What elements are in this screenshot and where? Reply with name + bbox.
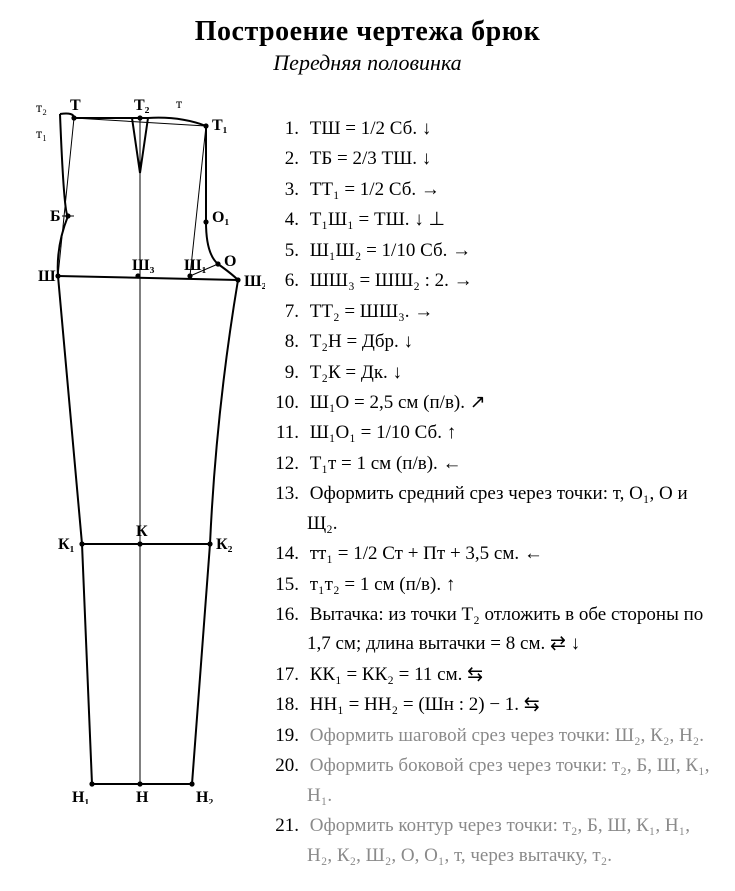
svg-text:Н₁: Н₁ (72, 789, 89, 804)
svg-text:К₁: К₁ (58, 536, 75, 553)
step-item: 19. Оформить шаговой срез через точки: Ш… (273, 721, 715, 750)
steps-list: 1. ТШ = 1/2 Сб. ↓2. ТБ = 2/3 ТШ. ↓3. ТТ₁… (273, 114, 715, 870)
page: Построение чертежа брюк Передняя половин… (0, 0, 735, 891)
step-number: 15. (273, 570, 299, 599)
step-item: 4. Т₁Ш₁ = ТШ. ↓ ⊥ (273, 205, 715, 234)
step-item: 9. Т₂К = Дк. ↓ (273, 358, 715, 387)
step-number: 16. (273, 600, 299, 629)
step-item: 3. ТТ₁ = 1/2 Сб. → (273, 175, 715, 204)
step-number: 17. (273, 660, 299, 689)
step-item: 17. КК₁ = КК₂ = 11 см. ⇆ (273, 660, 715, 689)
step-text: Ш₁О₁ = 1/10 Сб. ↑ (305, 422, 456, 443)
step-item: 21. Оформить контур через точки: т₂, Б, … (273, 811, 715, 870)
step-number: 18. (273, 690, 299, 719)
step-text: ТБ = 2/3 ТШ. ↓ (305, 148, 431, 169)
step-item: 1. ТШ = 1/2 Сб. ↓ (273, 114, 715, 143)
step-number: 2. (273, 144, 299, 173)
step-item: 20. Оформить боковой срез через точки: т… (273, 751, 715, 810)
step-text: Т₂К = Дк. ↓ (305, 362, 402, 383)
step-number: 7. (273, 297, 299, 326)
svg-text:Т₂: Т₂ (134, 97, 150, 114)
step-text: Ш₁О = 2,5 см (п/в). ↗ (305, 392, 486, 413)
step-item: 11. Ш₁О₁ = 1/10 Сб. ↑ (273, 418, 715, 447)
step-text: ТШ = 1/2 Сб. ↓ (305, 118, 431, 139)
step-text: Ш₁Ш₂ = 1/10 Сб. → (305, 240, 471, 261)
step-item: 13. Оформить средний срез через точки: т… (273, 479, 715, 538)
step-number: 9. (273, 358, 299, 387)
step-number: 5. (273, 236, 299, 265)
step-number: 20. (273, 751, 299, 780)
step-item: 8. Т₂Н = Дбр. ↓ (273, 327, 715, 356)
step-item: 15. т₁т₂ = 1 см (п/в). ↑ (273, 570, 715, 599)
page-title: Построение чертежа брюк (20, 16, 715, 48)
svg-text:Н₂: Н₂ (196, 789, 213, 804)
step-number: 12. (273, 449, 299, 478)
step-text: ТТ₁ = 1/2 Сб. → (305, 179, 440, 200)
step-number: 3. (273, 175, 299, 204)
svg-text:Ш: Ш (38, 268, 56, 285)
step-text: Т₂Н = Дбр. ↓ (305, 331, 413, 352)
svg-text:К₂: К₂ (216, 536, 233, 553)
step-number: 14. (273, 539, 299, 568)
step-text: Оформить шаговой срез через точки: Ш₂, К… (305, 725, 704, 746)
svg-text:Ш₂: Ш₂ (244, 273, 265, 290)
step-item: 18. НН₁ = НН₂ = (Шн : 2) − 1. ⇆ (273, 690, 715, 719)
step-text: КК₁ = КК₂ = 11 см. ⇆ (305, 664, 483, 685)
step-text: Т₁т = 1 см (п/в). ← (305, 453, 462, 474)
svg-text:Т₁: Т₁ (212, 117, 228, 134)
step-item: 7. ТТ₂ = ШШ₃. → (273, 297, 715, 326)
step-number: 13. (273, 479, 299, 508)
step-item: 10. Ш₁О = 2,5 см (п/в). ↗ (273, 388, 715, 417)
step-item: 14. тт₁ = 1/2 Ст + Пт + 3,5 см. ← (273, 539, 715, 568)
svg-text:О₁: О₁ (212, 209, 229, 226)
svg-text:т₂: т₂ (36, 101, 47, 116)
content-row: Т Т₂ т Т₁ т₂ т₁ Б О₁ О Ш Ш₃ Ш₁ Ш₂ К К₁ К₂ Н Н₁ Н₂ 1. ТШ = … (20, 84, 715, 871)
step-text: ТТ₂ = ШШ₃. → (305, 301, 433, 322)
step-item: 6. ШШ₃ = ШШ₂ : 2. → (273, 266, 715, 295)
svg-text:т: т (176, 97, 182, 112)
svg-text:К: К (136, 523, 148, 540)
svg-text:Н: Н (136, 789, 149, 804)
step-text: НН₁ = НН₂ = (Шн : 2) − 1. ⇆ (305, 694, 540, 715)
svg-text:Б: Б (50, 208, 61, 225)
step-text: т₁т₂ = 1 см (п/в). ↑ (305, 574, 455, 595)
diagram-column: Т Т₂ т Т₁ т₂ т₁ Б О₁ О Ш Ш₃ Ш₁ Ш₂ К К₁ К₂ Н Н₁ Н₂ (20, 84, 265, 809)
step-number: 21. (273, 811, 299, 840)
step-text: Т₁Ш₁ = ТШ. ↓ ⊥ (305, 209, 445, 230)
svg-text:Т: Т (70, 97, 81, 114)
step-number: 8. (273, 327, 299, 356)
step-text: ШШ₃ = ШШ₂ : 2. → (305, 270, 473, 291)
page-subtitle: Передняя половинка (20, 50, 715, 76)
svg-text:Ш₁: Ш₁ (184, 257, 207, 274)
step-item: 5. Ш₁Ш₂ = 1/10 Сб. → (273, 236, 715, 265)
pattern-diagram: Т Т₂ т Т₁ т₂ т₁ Б О₁ О Ш Ш₃ Ш₁ Ш₂ К К₁ К₂ Н Н₁ Н₂ (20, 84, 265, 804)
svg-text:Ш₃: Ш₃ (132, 257, 155, 274)
step-item: 16. Вытачка: из точки Т₂ отложить в обе … (273, 600, 715, 659)
step-number: 1. (273, 114, 299, 143)
step-number: 19. (273, 721, 299, 750)
step-text: Оформить контур через точки: т₂, Б, Ш, К… (305, 815, 690, 865)
step-number: 10. (273, 388, 299, 417)
steps-column: 1. ТШ = 1/2 Сб. ↓2. ТБ = 2/3 ТШ. ↓3. ТТ₁… (273, 84, 715, 871)
step-text: тт₁ = 1/2 Ст + Пт + 3,5 см. ← (305, 543, 543, 564)
step-number: 6. (273, 266, 299, 295)
step-number: 11. (273, 418, 299, 447)
svg-text:т₁: т₁ (36, 127, 47, 142)
step-text: Оформить боковой срез через точки: т₂, Б… (305, 755, 709, 805)
step-number: 4. (273, 205, 299, 234)
step-item: 12. Т₁т = 1 см (п/в). ← (273, 449, 715, 478)
svg-text:О: О (224, 253, 236, 270)
step-text: Оформить средний срез через точки: т, О₁… (305, 483, 688, 533)
step-text: Вытачка: из точки Т₂ отложить в обе стор… (305, 604, 703, 654)
step-item: 2. ТБ = 2/3 ТШ. ↓ (273, 144, 715, 173)
